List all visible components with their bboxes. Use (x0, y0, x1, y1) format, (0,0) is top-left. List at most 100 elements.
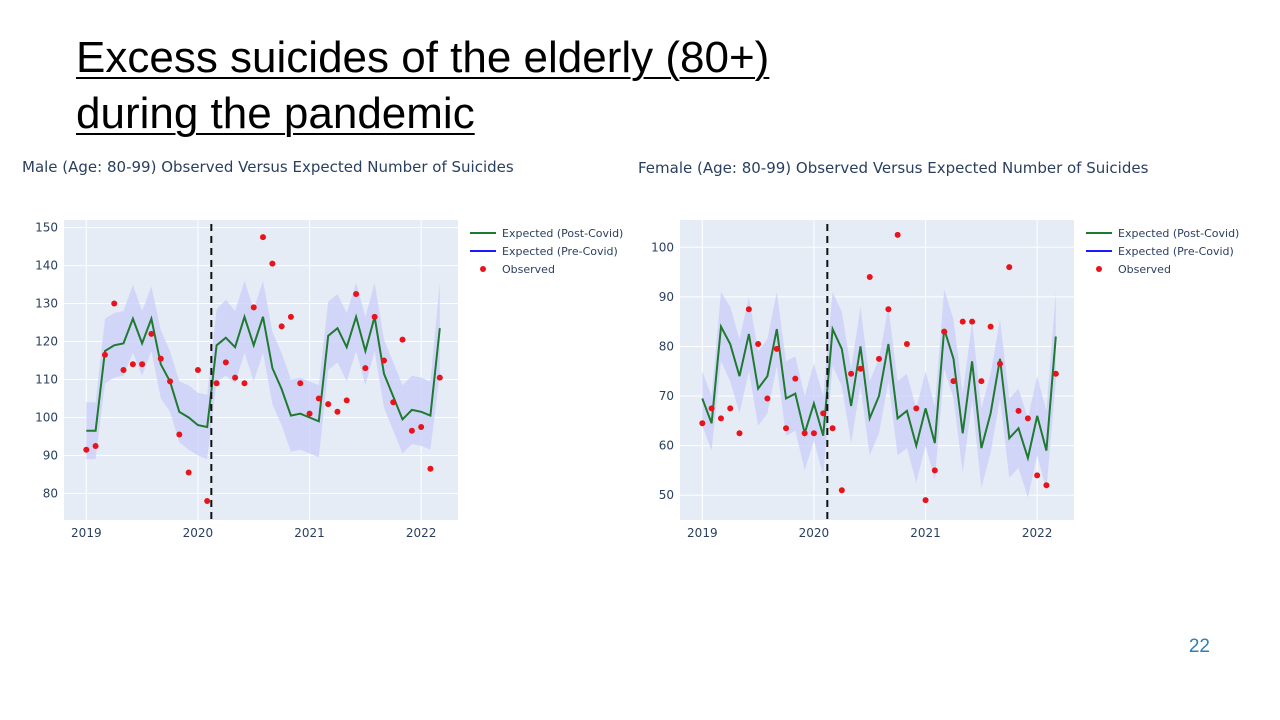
male-legend-marker-observed (480, 266, 486, 272)
male-observed-point (408, 427, 415, 434)
male-observed-point (213, 380, 220, 387)
female-observed-point (978, 378, 985, 385)
female-observed-point (1006, 264, 1013, 271)
male-observed-point (353, 291, 360, 298)
male-observed-point (139, 361, 146, 368)
male-legend-label-1: Expected (Post-Covid) (502, 227, 623, 240)
male-observed-point (260, 234, 267, 241)
female-y-tick-label: 70 (659, 389, 674, 403)
male-observed-point (269, 260, 276, 267)
male-observed-point (222, 359, 229, 366)
male-observed-point (390, 399, 397, 406)
male-y-tick-label: 90 (43, 448, 58, 462)
male-observed-point (427, 465, 434, 472)
female-observed-point (848, 370, 855, 377)
female-observed-point (885, 306, 892, 313)
male-observed-point (120, 367, 127, 373)
male-observed-point (436, 374, 443, 381)
male-expected-line (86, 313, 441, 432)
female-observed-point (717, 415, 724, 422)
female-observed-point (736, 430, 743, 437)
female-expected-line (701, 323, 1057, 462)
female-observed-point (941, 328, 948, 335)
female-observed-point (922, 497, 929, 504)
slide-title-line-1: Excess suicides of the elderly (80+) (76, 33, 770, 82)
female-observed-point (1015, 407, 1022, 414)
female-legend-marker-observed (1096, 266, 1102, 272)
female-chart-title: Female (Age: 80-99) Observed Versus Expe… (638, 159, 1149, 177)
male-observed-point (380, 357, 387, 364)
female-observed-point (903, 340, 910, 347)
male-observed-point (194, 367, 201, 373)
male-observed-point (325, 401, 332, 408)
female-observed-point (773, 345, 780, 352)
female-observed-point (755, 340, 762, 347)
female-observed-point (745, 306, 752, 313)
female-x-tick-label: 2020 (799, 526, 830, 540)
male-observed-point (167, 378, 174, 385)
male-observed-point (232, 374, 239, 381)
female-observed-point (894, 231, 901, 238)
female-observed-point (792, 375, 799, 382)
male-y-tick-label: 150 (35, 221, 58, 235)
female-observed-point (950, 378, 957, 385)
female-y-tick-label: 50 (659, 488, 674, 502)
female-chart: 50 60 70 80 90 100 2019 2020 2021 2022 Expected (P… (651, 220, 1239, 540)
female-observed-point (820, 410, 827, 417)
male-observed-point (315, 395, 322, 402)
female-y-tick-label: 100 (651, 240, 674, 254)
male-observed-point (278, 323, 285, 330)
male-observed-point (204, 498, 211, 505)
female-observed-point (1034, 472, 1041, 479)
slide-title: Excess suicides of the elderly (80+) dur… (76, 30, 769, 142)
female-observed-point (876, 355, 883, 362)
female-observed-point (996, 360, 1003, 367)
male-observed-point (362, 365, 369, 372)
female-observed-point (931, 467, 938, 474)
male-observed-point (111, 300, 118, 307)
female-observed-point (727, 405, 734, 412)
male-y-tick-label: 140 (35, 259, 58, 273)
female-observed-point (838, 487, 845, 494)
male-observed-point (371, 313, 378, 320)
male-observed-point (176, 431, 183, 438)
female-observed-point (959, 318, 966, 325)
male-observed-point (399, 336, 406, 343)
female-observed-point (810, 430, 817, 437)
male-x-tick-label: 2020 (183, 526, 214, 540)
female-y-tick-label: 90 (659, 290, 674, 304)
male-confidence-band (86, 280, 440, 460)
female-observed-point (987, 323, 994, 330)
male-legend-label-2: Expected (Pre-Covid) (502, 245, 618, 258)
female-x-tick-label: 2019 (687, 526, 718, 540)
male-y-tick-label: 120 (35, 335, 58, 349)
male-observed-point (418, 423, 425, 430)
male-observed-point (157, 355, 164, 362)
female-legend-label-2: Expected (Pre-Covid) (1118, 245, 1234, 258)
male-y-tick-label: 130 (35, 297, 58, 311)
male-observed-point (83, 446, 90, 453)
male-observed-point (250, 304, 257, 311)
female-observed-point (913, 405, 920, 412)
female-x-tick-label: 2022 (1022, 526, 1053, 540)
male-x-tick-label: 2022 (406, 526, 437, 540)
female-observed-point (708, 405, 715, 412)
female-observed-point (801, 430, 808, 437)
male-observed-point (129, 361, 136, 368)
female-observed-point (829, 425, 836, 432)
male-observed-point (92, 442, 99, 449)
male-x-tick-label: 2021 (294, 526, 325, 540)
female-y-tick-label: 60 (659, 439, 674, 453)
slide-title-line-2: during the pandemic (76, 89, 475, 138)
female-legend-label-3: Observed (1118, 263, 1171, 276)
male-observed-point (343, 397, 350, 404)
male-observed-point (306, 410, 313, 417)
male-observed-point (297, 380, 304, 387)
male-observed-point (185, 469, 192, 476)
female-observed-point (1043, 482, 1050, 489)
male-observed-point (241, 380, 248, 387)
male-observed-point (334, 408, 341, 415)
male-y-tick-label: 110 (35, 372, 58, 386)
male-observed-point (287, 313, 294, 320)
female-x-tick-label: 2021 (910, 526, 941, 540)
